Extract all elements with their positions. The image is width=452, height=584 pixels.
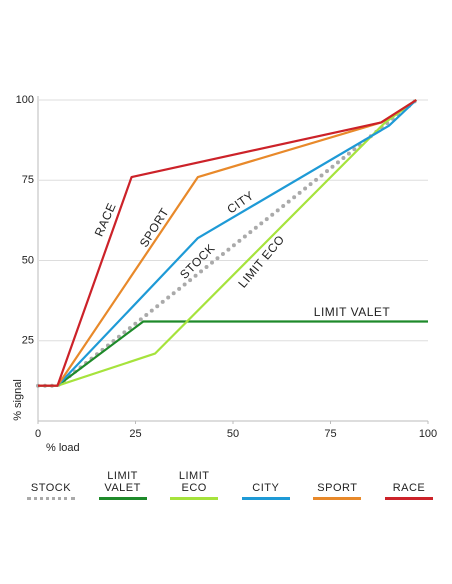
legend-swatch	[170, 497, 219, 500]
legend-item: SPORT	[306, 462, 368, 500]
legend-label: STOCK	[30, 482, 72, 494]
legend-label: SPORT	[317, 482, 358, 494]
legend-swatch	[384, 497, 433, 500]
x-tick-label: 75	[324, 428, 336, 440]
y-tick-label: 75	[22, 174, 34, 186]
legend-swatch	[313, 497, 362, 500]
legend-label: RACE	[392, 482, 426, 494]
legend-label: LIMIT VALET	[104, 470, 141, 494]
legend-label: LIMIT ECO	[178, 470, 210, 494]
series-annotation: RACE	[92, 201, 119, 239]
legend-swatch	[241, 497, 290, 500]
x-tick-label: 0	[35, 428, 41, 440]
x-tick-label: 50	[227, 428, 239, 440]
legend-item: LIMIT VALET	[92, 462, 154, 500]
legend-item: STOCK	[20, 462, 82, 500]
legend-swatch	[27, 497, 75, 500]
legend-swatch	[98, 497, 147, 500]
series-annotation: LIMIT ECO	[235, 232, 287, 290]
legend-item: LIMIT ECO	[163, 462, 225, 500]
y-tick-label: 50	[22, 254, 34, 266]
x-axis-label: % load	[46, 442, 80, 454]
series-line	[38, 99, 418, 387]
series-line	[38, 99, 417, 387]
legend-label: CITY	[252, 482, 280, 494]
legend-item: CITY	[235, 462, 297, 500]
y-tick-label: 100	[16, 94, 34, 106]
legend-item: RACE	[378, 462, 440, 500]
x-tick-label: 25	[129, 428, 141, 440]
x-tick-label: 100	[419, 428, 437, 440]
series-annotation: LIMIT VALET	[314, 305, 391, 319]
y-tick-label: 25	[22, 335, 34, 347]
legend: STOCK LIMIT VALET LIMIT ECO CITY SPORT RACE	[20, 462, 440, 500]
y-axis-label: % signal	[12, 379, 24, 421]
